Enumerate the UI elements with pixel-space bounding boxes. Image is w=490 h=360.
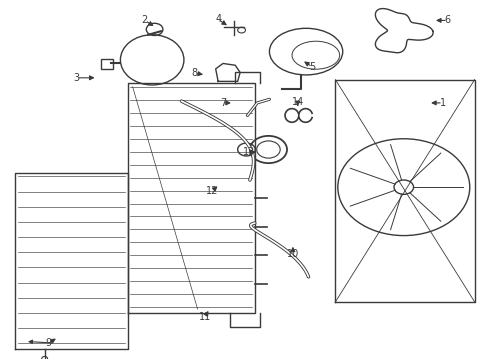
Text: 9: 9 [46, 338, 51, 348]
Text: 3: 3 [74, 73, 79, 83]
Text: 14: 14 [292, 97, 304, 107]
Text: 7: 7 [220, 98, 226, 108]
Text: 10: 10 [287, 248, 299, 258]
Text: 1: 1 [440, 98, 446, 108]
Text: 11: 11 [199, 312, 211, 322]
Text: 4: 4 [215, 14, 221, 24]
Text: 12: 12 [206, 186, 218, 197]
Text: 2: 2 [142, 15, 148, 26]
Text: 6: 6 [445, 15, 451, 26]
Bar [101, 59, 113, 69]
Text: 5: 5 [309, 62, 316, 72]
Text: 8: 8 [192, 68, 198, 78]
Text: 13: 13 [243, 147, 255, 157]
